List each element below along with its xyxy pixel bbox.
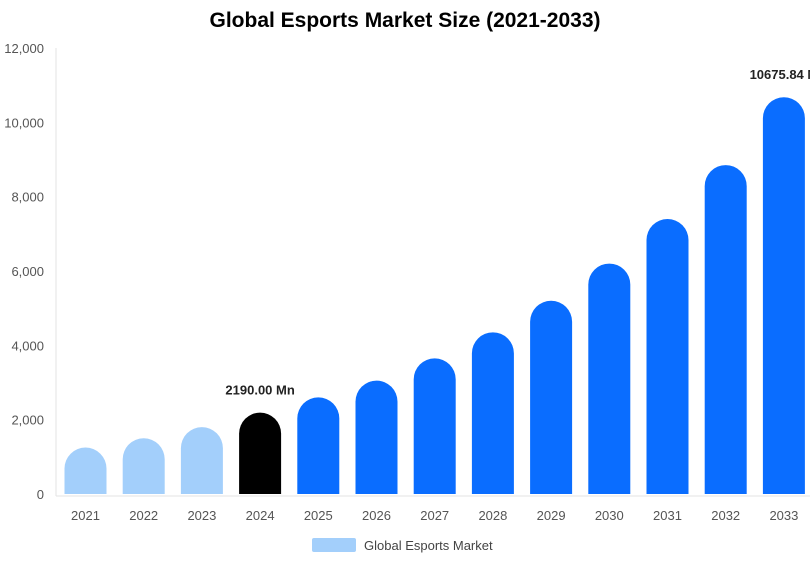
bar-2023 (180, 427, 223, 494)
x-tick-label: 2030 (595, 508, 624, 523)
legend-swatch (312, 538, 356, 552)
bar-2031 (646, 218, 689, 494)
bar-2025 (297, 397, 340, 494)
x-tick-label: 2032 (711, 508, 740, 523)
y-tick-label: 2,000 (11, 413, 44, 428)
y-axis-ticks: 0 2,000 4,000 6,000 8,000 10,000 12,000 (4, 41, 44, 502)
bar-2022 (122, 438, 165, 494)
y-tick-label: 0 (37, 487, 44, 502)
x-tick-label: 2026 (362, 508, 391, 523)
y-tick-label: 4,000 (11, 338, 44, 353)
x-tick-label: 2031 (653, 508, 682, 523)
legend: Global Esports Market (312, 536, 493, 554)
y-tick-label: 8,000 (11, 190, 44, 205)
bar-2021 (64, 447, 107, 494)
x-tick-label: 2022 (129, 508, 158, 523)
data-labels: 2190.00 Mn 10675.84 M (225, 67, 810, 397)
bar-2032 (704, 165, 747, 494)
bar-2030 (588, 263, 631, 494)
y-tick-label: 10,000 (4, 115, 44, 130)
x-tick-label: 2023 (187, 508, 216, 523)
bar-2033 (762, 97, 805, 494)
y-tick-label: 6,000 (11, 264, 44, 279)
x-tick-label: 2024 (246, 508, 275, 523)
bar-2026 (355, 380, 398, 494)
x-tick-label: 2021 (71, 508, 100, 523)
bar-2027 (413, 358, 456, 494)
x-tick-label: 2028 (478, 508, 507, 523)
y-tick-label: 12,000 (4, 41, 44, 56)
x-tick-label: 2025 (304, 508, 333, 523)
data-label-2033: 10675.84 M (750, 67, 810, 82)
x-tick-label: 2029 (537, 508, 566, 523)
bar-2024 (239, 412, 282, 494)
x-tick-label: 2027 (420, 508, 449, 523)
bar-2029 (530, 300, 573, 494)
bar-2028 (471, 332, 514, 494)
chart-title: Global Esports Market Size (2021-2033) (209, 9, 601, 32)
legend-label: Global Esports Market (364, 537, 493, 553)
x-tick-label: 2033 (769, 508, 798, 523)
bars (64, 97, 805, 494)
x-axis-ticks: 2021 2022 2023 2024 2025 2026 2027 2028 2029 2030… (71, 508, 798, 523)
data-label-2024: 2190.00 Mn (225, 383, 294, 398)
